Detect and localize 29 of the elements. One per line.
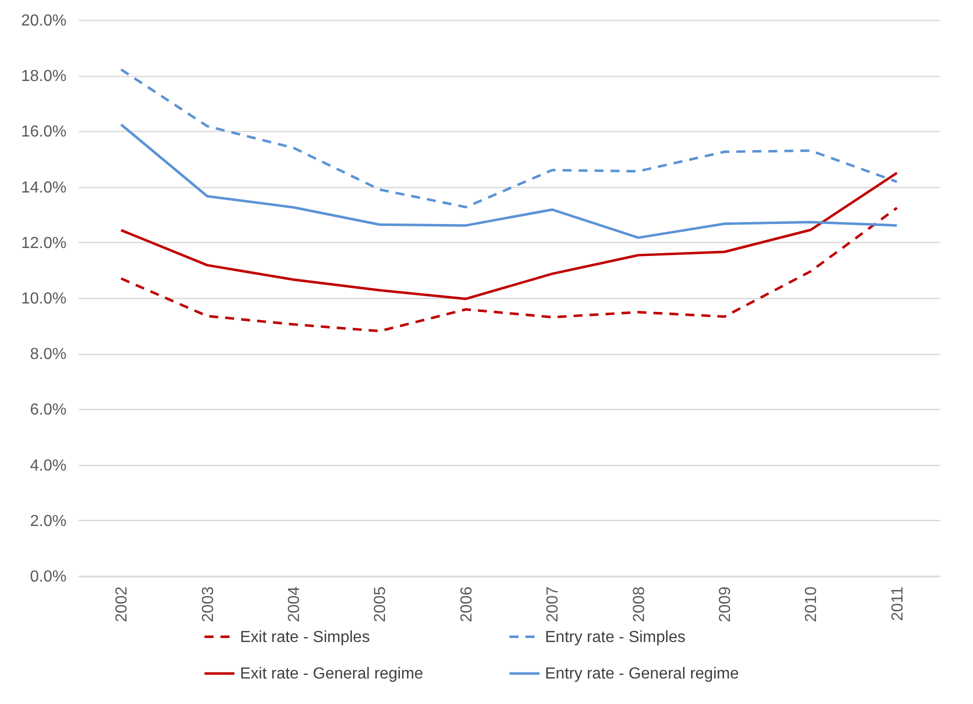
y-tick-label: 0.0% — [30, 568, 66, 586]
line-series — [120, 206, 898, 332]
x-tick-label: 2008 — [630, 586, 648, 622]
y-tick-label: 18.0% — [21, 68, 66, 86]
y-tick-label: 2.0% — [30, 512, 66, 530]
y-tick-label: 6.0% — [30, 402, 66, 419]
x-tick-label: 2002 — [114, 586, 131, 622]
x-tick-label: 2004 — [286, 586, 303, 622]
legend-label: Entry rate - General regime — [545, 666, 739, 682]
line-series — [120, 123, 898, 239]
line-series — [120, 172, 898, 300]
x-tick-label: 2007 — [544, 586, 562, 622]
x-tick-label: 2011 — [889, 586, 906, 621]
y-tick-label: 16.0% — [21, 124, 66, 141]
x-tick-label: 2003 — [200, 586, 217, 622]
x-tick-label: 2006 — [458, 586, 476, 622]
legend-label: Entry rate - Simples — [545, 628, 686, 646]
y-tick-label: 8.0% — [30, 346, 66, 364]
legend-label: Exit rate - Simples — [240, 628, 370, 646]
x-tick-label: 2009 — [717, 586, 734, 622]
legend-label: Exit rate - General regime — [240, 666, 424, 682]
x-tick-label: 2010 — [803, 586, 820, 622]
x-tick-label: 2005 — [372, 586, 390, 622]
y-tick-label: 20.0% — [21, 12, 66, 30]
y-tick-label: 4.0% — [30, 457, 66, 474]
line-series — [120, 68, 898, 208]
y-tick-label: 12.0% — [21, 234, 66, 252]
y-tick-label: 14.0% — [21, 179, 66, 196]
y-tick-label: 10.0% — [21, 290, 66, 308]
